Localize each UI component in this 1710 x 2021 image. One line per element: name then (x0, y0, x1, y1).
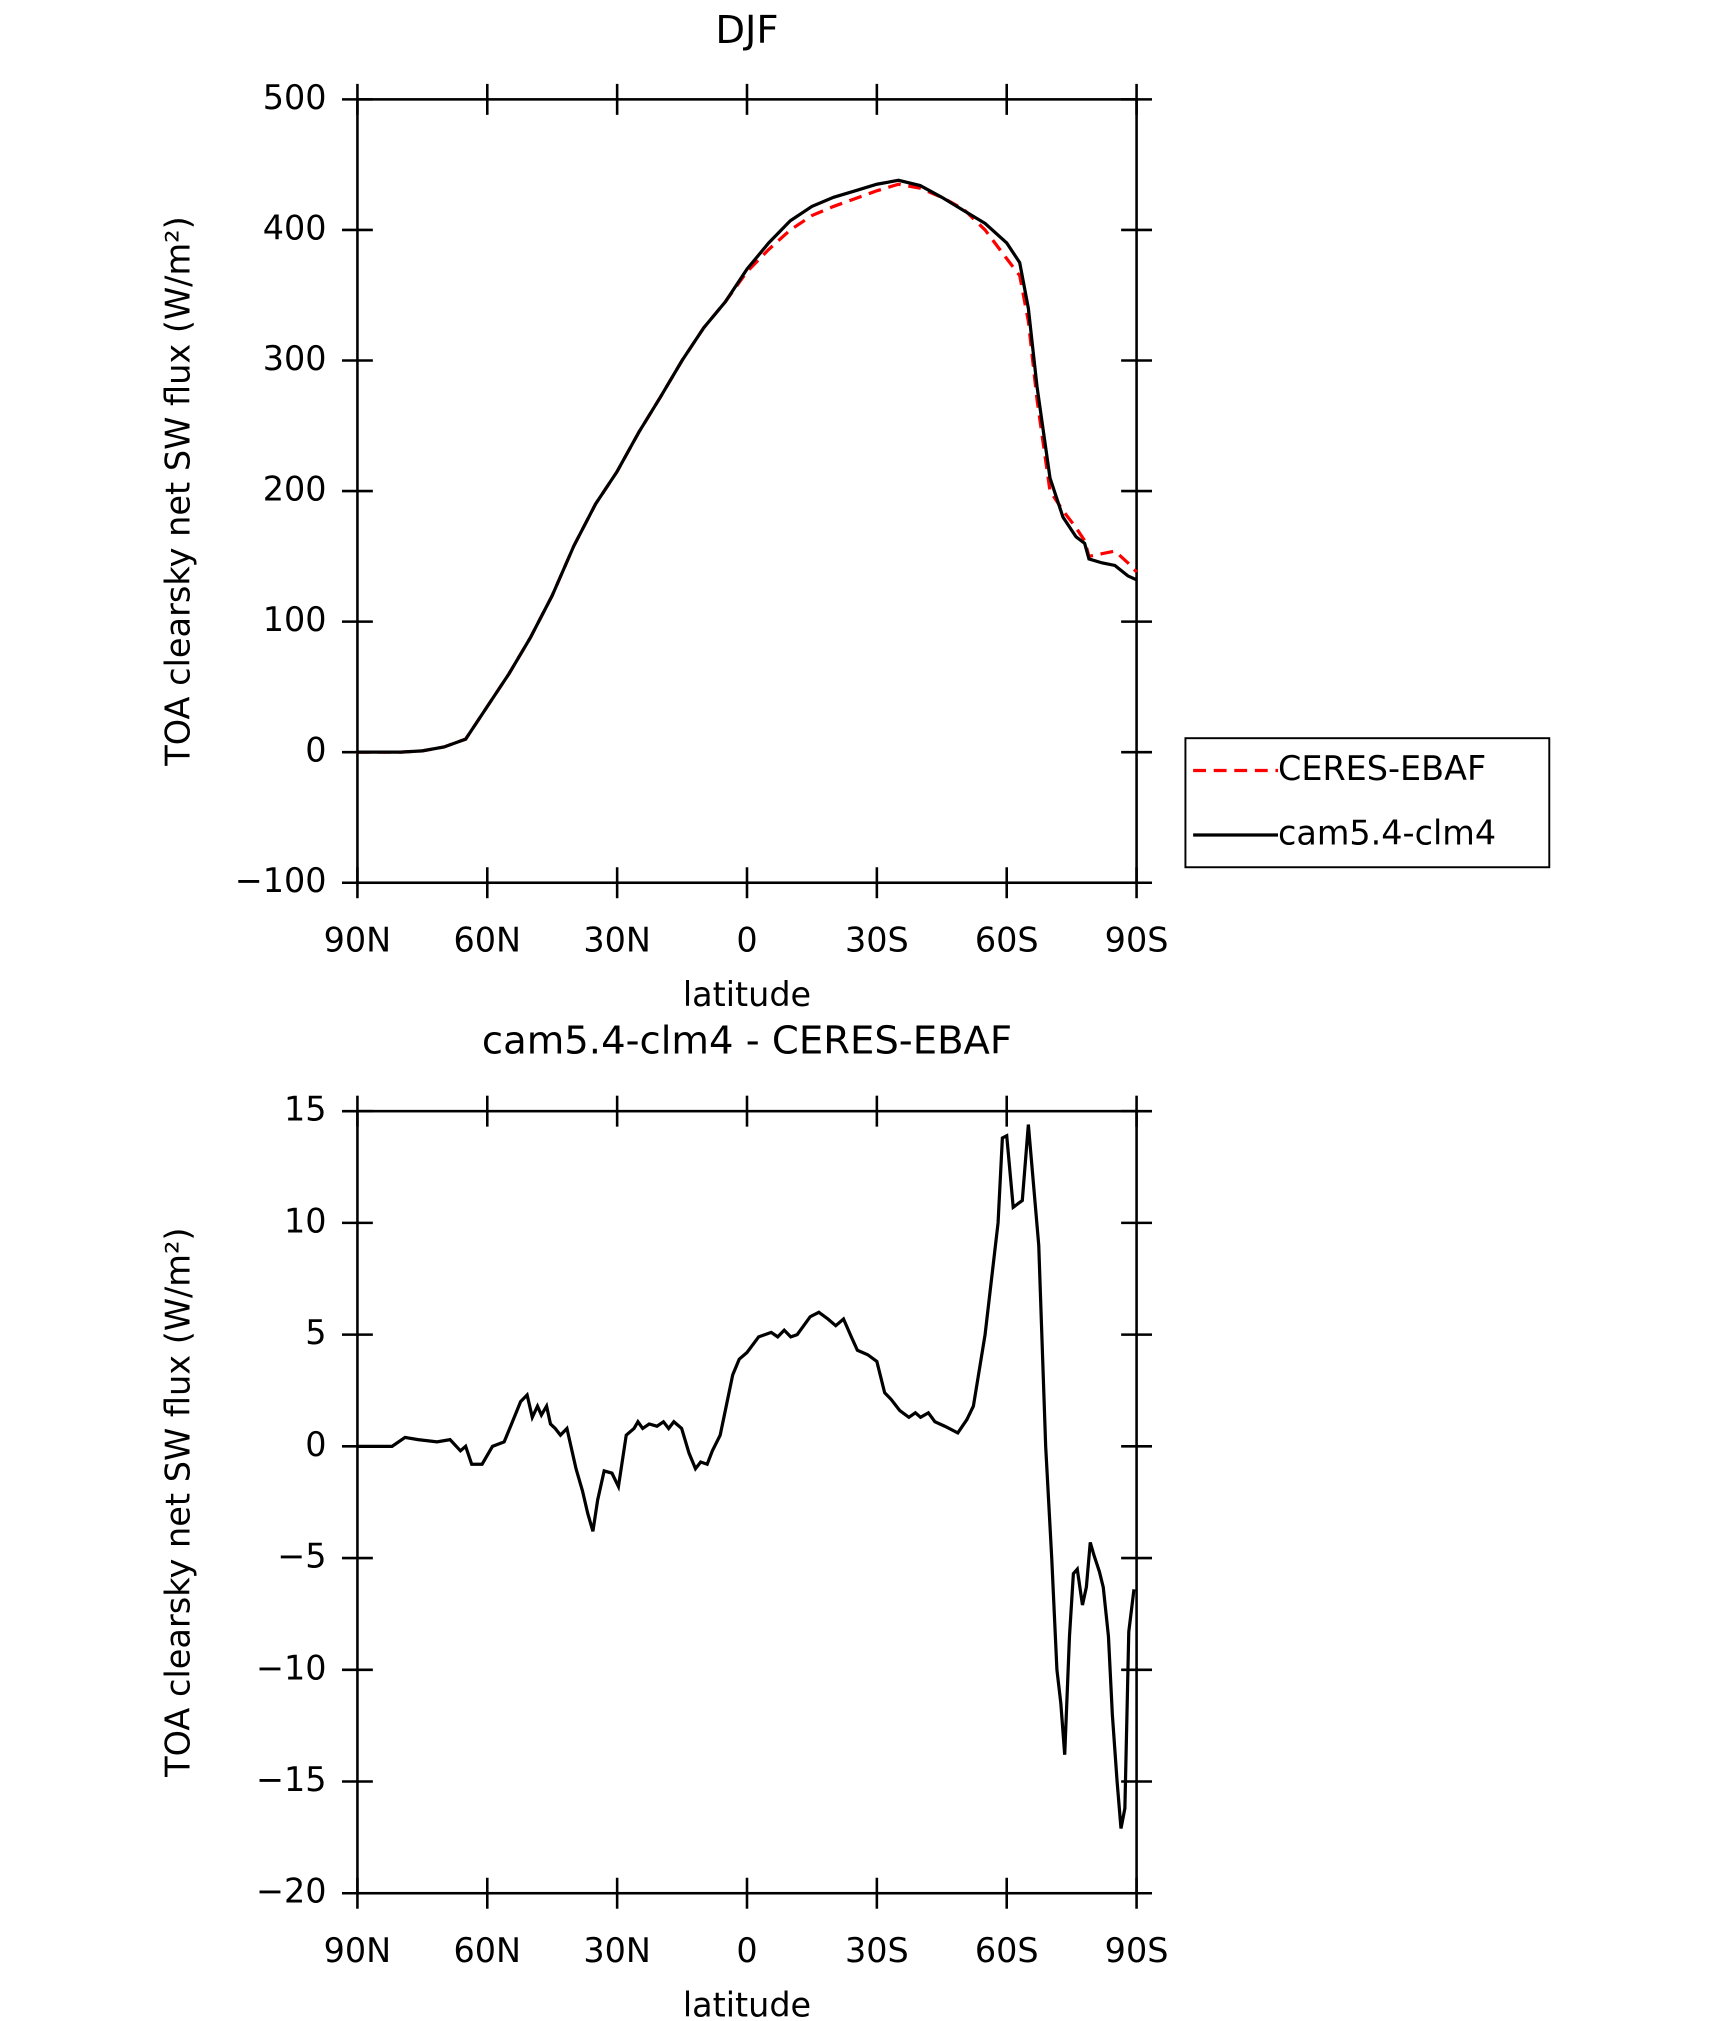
y-tick-label: 0 (305, 1425, 326, 1464)
plot-frame (356, 1109, 1138, 1895)
x-tick-label: 60S (975, 1931, 1039, 1970)
y-tick-label: 500 (263, 78, 327, 117)
plot-frame (356, 98, 1138, 885)
y-tick-label: −15 (256, 1760, 327, 1799)
y-tick-label: 5 (305, 1313, 326, 1352)
y-tick-label: 400 (263, 208, 327, 247)
y-tick-label: −100 (235, 861, 327, 900)
y-axis-label: TOA clearsky net SW flux (W/m²) (159, 216, 198, 766)
legend-label: cam5.4-clm4 (1278, 813, 1496, 852)
x-tick-label: 30N (583, 921, 651, 960)
y-tick-label: 300 (263, 339, 327, 378)
x-tick-label: 30S (845, 921, 909, 960)
x-tick-label: 90N (324, 921, 392, 960)
y-tick-label: 100 (263, 600, 327, 639)
x-axis-label: latitude (683, 1985, 811, 2021)
x-tick-label: 30N (583, 1931, 651, 1970)
x-tick-label: 60N (454, 921, 522, 960)
y-axis-label: TOA clearsky net SW flux (W/m²) (159, 1227, 198, 1777)
y-tick-label: −20 (256, 1872, 327, 1911)
legend-box (1184, 737, 1551, 869)
y-tick-label: −10 (256, 1648, 327, 1687)
x-tick-label: 0 (736, 1931, 757, 1970)
y-tick-label: 15 (284, 1090, 327, 1129)
y-tick-label: 200 (263, 470, 327, 509)
legend-label: CERES-EBAF (1278, 749, 1486, 788)
x-axis-label: latitude (683, 975, 811, 1014)
chart-title: DJF (715, 8, 778, 53)
y-tick-label: 0 (305, 731, 326, 770)
x-tick-label: 90N (324, 1931, 392, 1970)
x-tick-label: 30S (845, 1931, 909, 1970)
y-tick-label: 10 (284, 1201, 327, 1240)
y-tick-label: −5 (277, 1537, 326, 1576)
x-tick-label: 90S (1105, 921, 1169, 960)
chart-title: cam5.4-clm4 - CERES-EBAF (482, 1018, 1012, 1063)
data-line (357, 178, 1138, 754)
data-line (357, 1124, 1136, 1829)
x-tick-label: 60S (975, 921, 1039, 960)
x-tick-label: 60N (454, 1931, 522, 1970)
x-tick-label: 0 (736, 921, 757, 960)
x-tick-label: 90S (1105, 1931, 1169, 1970)
